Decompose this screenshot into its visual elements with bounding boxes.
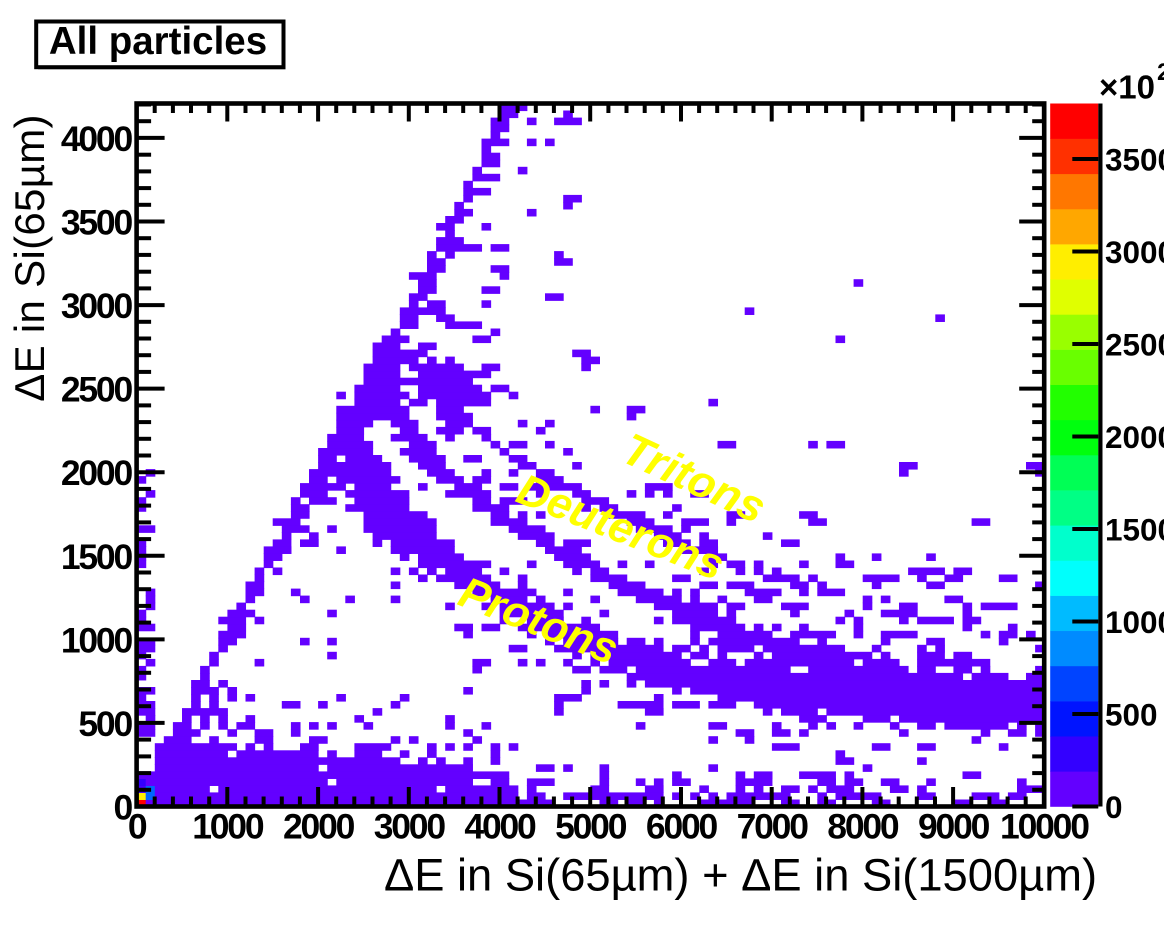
svg-text:1000: 1000 [61, 620, 133, 660]
svg-text:4000: 4000 [464, 807, 536, 847]
svg-text:3500: 3500 [61, 203, 133, 243]
svg-text:7000: 7000 [737, 807, 809, 847]
svg-text:500: 500 [1105, 697, 1158, 733]
svg-text:0: 0 [113, 788, 132, 828]
svg-text:ΔE in Si(65µm) + ΔE in Si(1500: ΔE in Si(65µm) + ΔE in Si(1500µm) [384, 850, 1097, 901]
svg-text:2500: 2500 [1105, 327, 1164, 363]
svg-text:ΔE in Si(65µm): ΔE in Si(65µm) [6, 114, 53, 402]
svg-text:5000: 5000 [555, 807, 627, 847]
svg-text:3000: 3000 [374, 807, 446, 847]
svg-text:1000: 1000 [1105, 604, 1164, 640]
svg-text:4000: 4000 [61, 119, 133, 159]
svg-text:1000: 1000 [192, 807, 264, 847]
svg-text:10000: 10000 [1000, 807, 1089, 847]
svg-text:2500: 2500 [61, 370, 133, 410]
svg-text:2000: 2000 [61, 453, 133, 493]
svg-text:3500: 3500 [1105, 142, 1164, 178]
svg-text:1500: 1500 [61, 537, 133, 577]
svg-text:×10: ×10 [1099, 69, 1155, 106]
svg-text:2: 2 [1157, 59, 1164, 86]
svg-text:3000: 3000 [61, 286, 133, 326]
svg-text:9000: 9000 [918, 807, 990, 847]
svg-text:6000: 6000 [646, 807, 718, 847]
svg-text:0: 0 [1105, 789, 1123, 825]
svg-text:3000: 3000 [1105, 234, 1164, 270]
svg-text:2000: 2000 [1105, 419, 1164, 455]
svg-text:1500: 1500 [1105, 512, 1164, 548]
svg-text:500: 500 [78, 704, 132, 744]
svg-text:2000: 2000 [283, 807, 355, 847]
svg-text:8000: 8000 [827, 807, 899, 847]
svg-text:All particles: All particles [49, 20, 267, 63]
svg-text:0: 0 [128, 807, 147, 847]
